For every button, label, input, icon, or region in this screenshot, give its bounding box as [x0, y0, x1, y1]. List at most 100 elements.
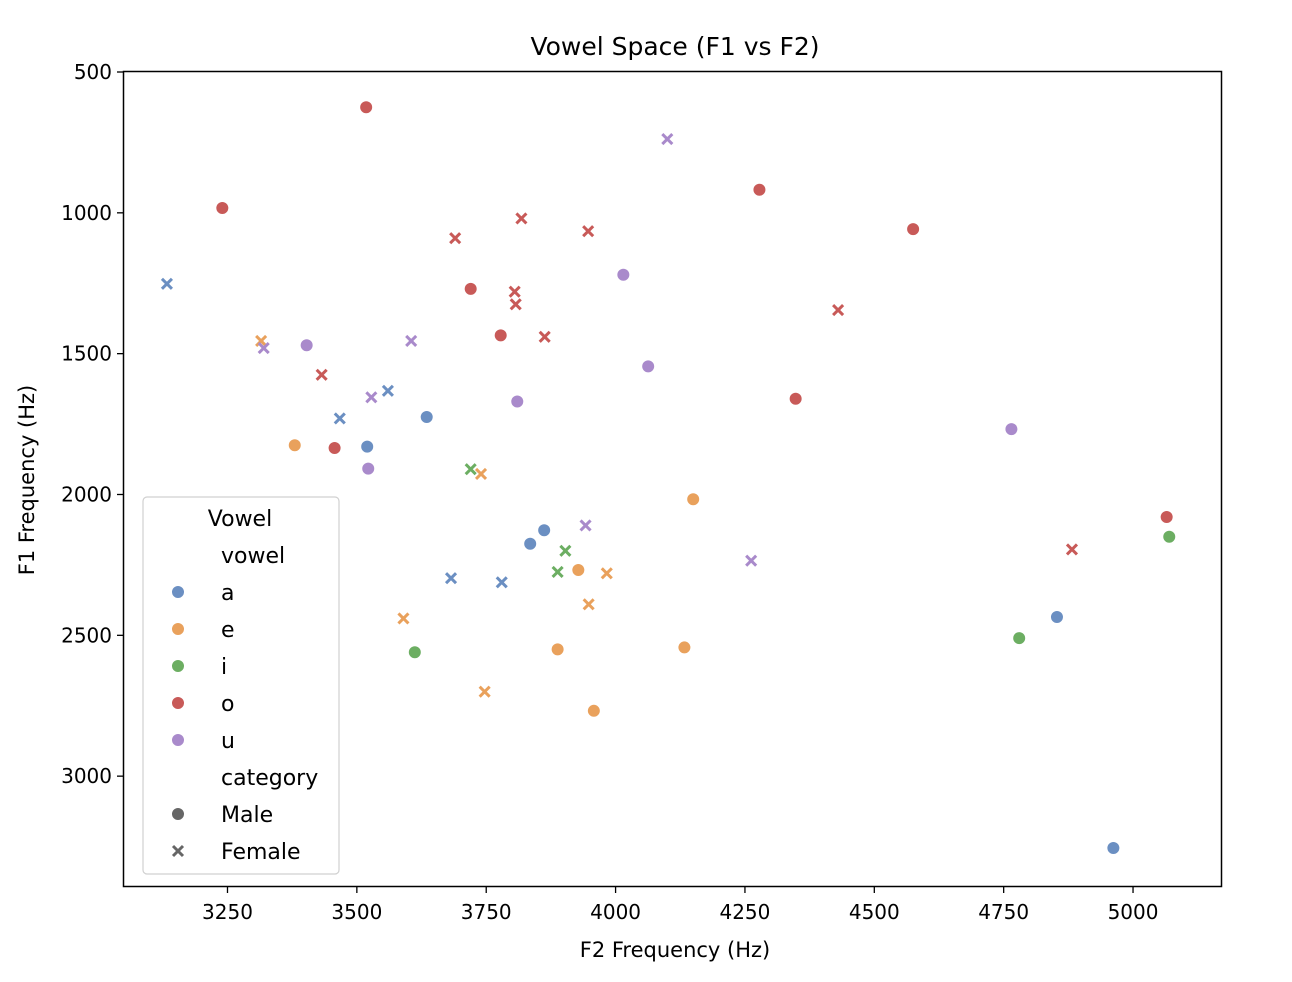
- data-point-o-male: [752, 182, 767, 197]
- data-point-o-female: [538, 330, 551, 343]
- data-point-o-male: [359, 100, 374, 115]
- y-tick-label: 2500: [61, 623, 112, 647]
- data-point-u-male: [1004, 422, 1019, 437]
- data-point-a-female: [381, 384, 394, 397]
- y-axis-title: F1 Frequency (Hz): [15, 385, 39, 575]
- data-point-o-female: [508, 285, 521, 298]
- legend-marker-female: [171, 844, 185, 858]
- data-point-o-male: [463, 281, 478, 296]
- data-point-a-male: [523, 536, 538, 551]
- data-point-o-female: [515, 212, 528, 225]
- x-tick-label: 5000: [1108, 900, 1159, 924]
- legend-title: Vowel: [208, 507, 272, 532]
- legend-label-female: Female: [221, 840, 301, 865]
- data-point-e-female: [600, 567, 613, 580]
- data-point-i-male: [407, 645, 422, 660]
- data-point-o-female: [582, 225, 595, 238]
- data-point-e-female: [582, 598, 595, 611]
- data-point-e-female: [397, 612, 410, 625]
- y-tick-label: 1000: [61, 201, 112, 225]
- data-point-e-female: [474, 467, 488, 480]
- legend-marker-e: [171, 622, 185, 636]
- legend-label-u: u: [221, 729, 235, 754]
- x-tick-label: 3500: [331, 900, 382, 924]
- y-tick-label: 1500: [61, 342, 112, 366]
- data-point-e-female: [478, 685, 491, 698]
- data-point-e-female: [255, 334, 268, 348]
- x-tick-label: 4500: [849, 900, 900, 924]
- data-point-i-female: [551, 565, 564, 579]
- legend-style-items: Male Female: [171, 803, 301, 865]
- data-point-u-male: [299, 338, 314, 353]
- data-point-a-male: [419, 410, 434, 425]
- data-point-o-female: [449, 232, 462, 245]
- chart-title: Vowel Space (F1 vs F2): [530, 32, 819, 61]
- data-point-u-female: [661, 132, 674, 146]
- data-point-a-male: [1106, 840, 1121, 855]
- data-point-u-female: [365, 391, 378, 404]
- legend-hue-title: vowel: [221, 544, 285, 569]
- legend-label-o: o: [221, 692, 234, 717]
- data-point-e-male: [287, 438, 302, 453]
- legend-label-a: a: [221, 581, 234, 606]
- y-tick-label: 2000: [61, 482, 112, 506]
- data-point-e-male: [677, 640, 692, 655]
- data-point-a-female: [333, 412, 346, 425]
- x-tick-label: 4250: [719, 900, 770, 924]
- x-axis: 3250 3500 3750 4000 4250 4500 4750 5000: [202, 886, 1158, 924]
- data-point-e-male: [571, 562, 586, 577]
- data-point-o-male: [215, 201, 230, 216]
- data-point-i-female: [464, 463, 477, 476]
- legend-marker-o: [171, 696, 185, 710]
- legend-marker-i: [171, 659, 185, 673]
- x-tick-label: 4000: [590, 900, 641, 924]
- data-point-i-male: [1162, 529, 1177, 544]
- data-point-u-female: [745, 554, 758, 567]
- legend-label-e: e: [221, 618, 235, 643]
- data-point-i-female: [559, 544, 572, 557]
- data-point-o-female: [315, 368, 328, 381]
- data-point-i-male: [1012, 631, 1027, 646]
- data-point-u-female: [257, 341, 270, 355]
- data-point-o-male: [493, 328, 508, 343]
- plot-frame: [122, 70, 1223, 888]
- data-point-u-male: [361, 461, 376, 476]
- data-point-a-female: [495, 576, 508, 589]
- x-tick-label: 3250: [202, 900, 253, 924]
- x-tick-label: 3750: [461, 900, 512, 924]
- x-tick-label: 4750: [978, 900, 1029, 924]
- legend-label-i: i: [221, 655, 227, 680]
- x-axis-title: F2 Frequency (Hz): [580, 938, 770, 962]
- data-point-o-male: [327, 441, 342, 456]
- data-point-a-male: [537, 523, 552, 538]
- legend-marker-male: [171, 807, 185, 821]
- data-point-o-male: [788, 391, 803, 406]
- y-tick-label: 500: [74, 60, 112, 84]
- data-point-e-male: [686, 492, 701, 507]
- data-point-u-female: [405, 334, 418, 348]
- data-point-a-female: [444, 572, 458, 585]
- data-point-o-male: [1159, 510, 1174, 525]
- data-point-o-female: [832, 303, 845, 317]
- data-point-u-male: [510, 394, 525, 409]
- y-tick-label: 3000: [61, 764, 112, 788]
- legend-marker-a: [171, 585, 185, 599]
- data-point-a-male: [360, 439, 375, 454]
- data-point-u-male: [641, 359, 656, 374]
- data-point-o-female: [509, 298, 522, 311]
- data-point-u-female: [579, 519, 592, 532]
- legend-marker-u: [171, 733, 185, 747]
- data-point-e-male: [586, 703, 601, 718]
- data-point-o-female: [1065, 543, 1079, 556]
- points-layer: [160, 100, 1177, 855]
- data-point-u-male: [616, 267, 631, 282]
- legend-label-male: Male: [221, 803, 273, 828]
- data-point-a-male: [1049, 610, 1064, 625]
- legend-frame: [142, 496, 340, 875]
- y-axis: 500 1000 1500 2000 2500 3000: [61, 60, 124, 788]
- data-point-a-female: [160, 277, 174, 290]
- data-point-e-male: [550, 642, 565, 657]
